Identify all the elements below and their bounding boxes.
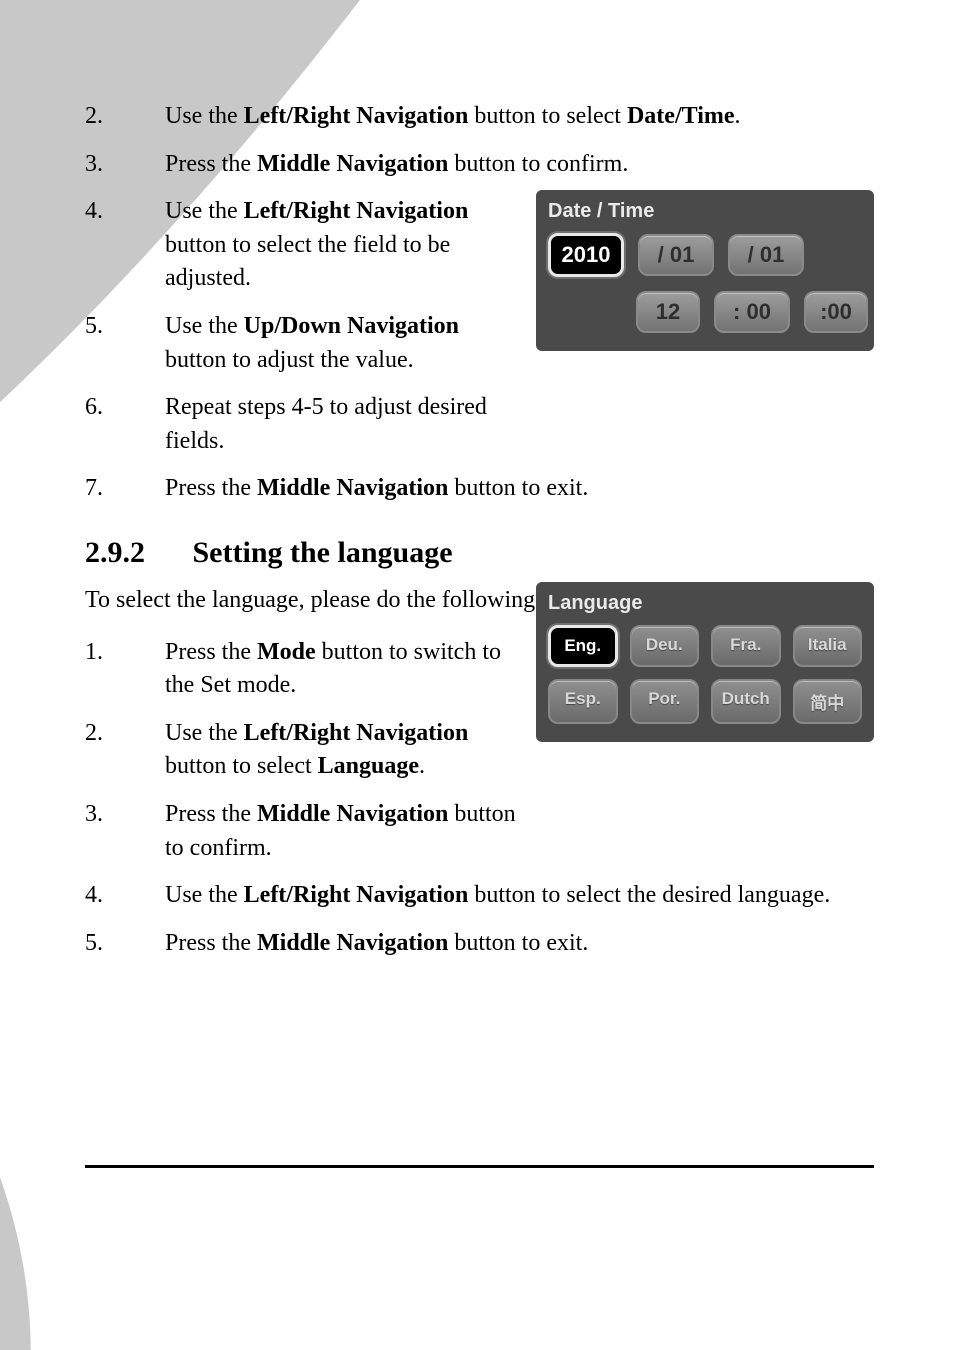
step-bold: Middle Navigation — [257, 801, 448, 827]
step-item: 3.Press the Middle Navigation button to … — [85, 798, 870, 865]
language-option[interactable]: Deu. — [630, 625, 700, 667]
step-text: Repeat steps 4-5 to adjust desired field… — [165, 391, 525, 458]
step-item: 4.Use the Left/Right Navigation button t… — [85, 879, 870, 913]
step-bold: Left/Right Navigation — [244, 882, 469, 908]
language-option[interactable]: Italia — [793, 625, 863, 667]
step-text: Use the Left/Right Navigation button to … — [165, 195, 525, 296]
step-number: 4. — [85, 879, 165, 913]
step-number: 3. — [85, 148, 165, 182]
step-bold: Middle Navigation — [257, 930, 448, 956]
step-text: Press the Middle Navigation button to ex… — [165, 927, 870, 961]
step-number: 5. — [85, 310, 165, 377]
step-text: Use the Up/Down Navigation button to adj… — [165, 310, 525, 377]
step-bold: Language — [318, 753, 419, 779]
step-number: 2. — [85, 717, 165, 784]
step-number: 4. — [85, 195, 165, 296]
step-text: Press the Middle Navigation button to co… — [165, 798, 525, 865]
date-field[interactable]: :00 — [804, 291, 868, 333]
step-item: 2.Use the Left/Right Navigation button t… — [85, 100, 870, 134]
date-field[interactable]: 12 — [636, 291, 700, 333]
footer-rule — [85, 1165, 874, 1168]
step-bold: Left/Right Navigation — [244, 198, 469, 224]
step-text: Press the Middle Navigation button to ex… — [165, 472, 870, 506]
step-bold: Left/Right Navigation — [244, 720, 469, 746]
language-widget: Language Eng. Deu. Fra. Italia Esp. Por.Dutch… — [536, 582, 874, 742]
step-number: 2. — [85, 100, 165, 134]
section-number: 2.9.2 — [85, 536, 185, 570]
language-option[interactable]: Dutch — [711, 679, 781, 724]
section-title: Setting the language — [193, 536, 453, 569]
step-number: 6. — [85, 391, 165, 458]
step-text: Press the Mode button to switch to the S… — [165, 636, 525, 703]
step-number: 7. — [85, 472, 165, 506]
step-bold: Middle Navigation — [257, 475, 448, 501]
language-option[interactable]: Por. — [630, 679, 700, 724]
date-field[interactable]: : 00 — [714, 291, 790, 333]
date-time-widget: Date / Time 2010 / 01 / 01 12 : 00 :00 — [536, 190, 874, 351]
step-number: 3. — [85, 798, 165, 865]
step-bold: Left/Right Navigation — [244, 103, 469, 129]
step-text: Use the Left/Right Navigation button to … — [165, 100, 870, 134]
step-number: 5. — [85, 927, 165, 961]
language-option[interactable]: Eng. — [548, 625, 618, 667]
step-item: 5.Press the Middle Navigation button to … — [85, 927, 870, 961]
language-option[interactable]: Fra. — [711, 625, 781, 667]
step-text: Use the Left/Right Navigation button to … — [165, 717, 525, 784]
step-text: Press the Middle Navigation button to co… — [165, 148, 870, 182]
step-item: 6.Repeat steps 4-5 to adjust desired fie… — [85, 391, 870, 458]
language-widget-title: Language — [548, 592, 862, 615]
step-bold: Date/Time — [627, 103, 735, 129]
step-number: 1. — [85, 636, 165, 703]
language-option[interactable]: Esp. — [548, 679, 618, 724]
date-time-widget-title: Date / Time — [548, 200, 862, 223]
date-row-2: 12: 00:00 — [548, 291, 862, 333]
step-item: 3.Press the Middle Navigation button to … — [85, 148, 870, 182]
date-field[interactable]: 2010 — [548, 233, 624, 277]
step-bold: Up/Down Navigation — [244, 313, 459, 339]
step-item: 7.Press the Middle Navigation button to … — [85, 472, 870, 506]
date-row-1: 2010 / 01 / 01 — [548, 233, 862, 277]
step-text: Use the Left/Right Navigation button to … — [165, 879, 870, 913]
language-option[interactable]: 简中 — [793, 679, 863, 724]
step-bold: Middle Navigation — [257, 151, 448, 177]
step-bold: Mode — [257, 639, 316, 665]
section-heading: 2.9.2 Setting the language — [85, 536, 870, 570]
language-grid: Eng. Deu. Fra. Italia Esp. Por.Dutch 简中 — [548, 625, 862, 724]
date-field[interactable]: / 01 — [728, 234, 804, 276]
date-field[interactable]: / 01 — [638, 234, 714, 276]
